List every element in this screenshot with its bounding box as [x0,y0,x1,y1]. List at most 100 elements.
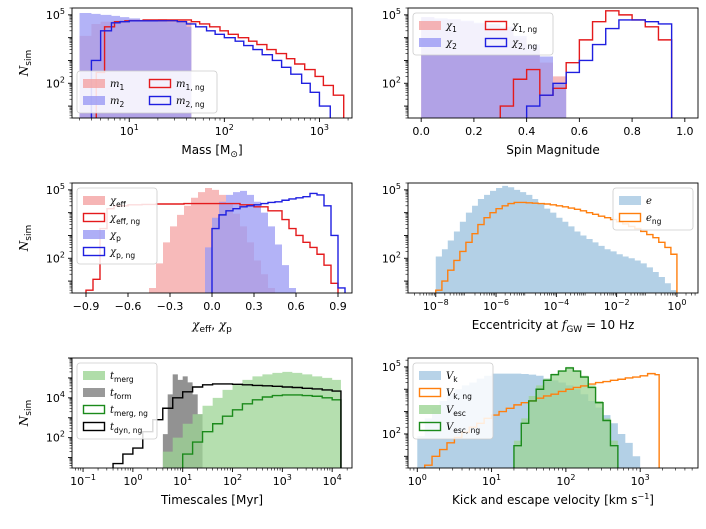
x-tick-label: 101 [482,473,501,488]
legend-swatch [83,230,105,239]
x-tick-label: 1.0 [676,125,694,138]
y-tick-label: 102 [382,426,401,441]
panel-spin: 0.0 0.2 0.4 0.6 0.8 1.0 102 105 Spin Magnitude χ1… [382,7,699,157]
legend-swatch [82,404,106,415]
legend-ecc: e eng [612,187,694,231]
y-tick-label: 105 [382,182,401,197]
x-tick-label: 0.3 [245,300,263,313]
legend-label: χp [109,230,121,243]
legend-label: tmerg, ng [110,405,148,418]
panel-chieff: −0.9 −0.6 −0.3 0.0 0.3 0.6 0.9 102 105 χeff, χp Ns… [17,182,353,335]
legend-label: Vk [446,371,458,384]
panel-kick: 100 101 102 103 102 105 Kick and escape veloci… [382,357,699,507]
x-axis-label: Eccentricity at fGW = 10 Hz [472,318,635,335]
legend-swatch [419,21,441,30]
series-step-chi1-ng [499,10,673,118]
legend-swatch [618,212,642,223]
x-tick-label: 103 [273,473,292,488]
x-tick-label: 10−2 [604,298,630,313]
x-tick-label: 102 [556,473,575,488]
legend-label: Vesc, ng [446,422,480,435]
legend-label: m1, ng [176,79,205,92]
y-axis-label: Nsim [17,225,34,252]
x-tick-label: 100 [408,473,427,488]
legend-swatch [82,421,106,432]
series-fill-t-merg [162,371,341,468]
axes-frame-mass [71,7,353,119]
legend-label: χ1, ng [511,21,537,34]
legend-mass: m1 m2 m1, ng m2, ng [76,70,218,114]
x-axis-label: χeff, χp [191,318,232,335]
legend-swatch [619,196,641,205]
legend-box [412,12,554,56]
legend-chieff: χeff χeff, ng χp χp, ng [76,187,158,265]
y-tick-label: 102 [46,250,65,265]
x-tick-label: 0.4 [518,125,536,138]
legend-label: tdyn, ng [110,422,143,435]
legend-swatch [484,20,508,31]
x-axis-label: Kick and escape velocity [km s−1] [452,492,654,507]
series-fill-V-esc [513,366,618,468]
legend-swatch [419,371,441,380]
x-tick-label: −0.6 [115,300,142,313]
series-step-t-merg-ng [182,394,342,468]
series-step-m2-ng [90,20,331,118]
legend-kick: Vk Vk, ng Vesc Vesc, ng [412,362,494,440]
x-tick-label: 0.0 [412,125,430,138]
y-axis-label: Nsim [17,50,34,77]
legend-box [76,70,218,114]
x-tick-label: 10−8 [423,298,449,313]
legend-label: m2 [110,96,124,109]
legend-label: e [646,196,652,207]
legend-swatch [83,388,105,397]
legend-swatch [419,38,441,47]
legend-swatch [418,387,442,398]
legend-swatch [418,421,442,432]
legend-box [76,187,158,265]
legend-swatch [148,78,172,89]
series-step-chi-p-ng [211,192,346,293]
y-tick-label: 104 [46,390,65,405]
x-tick-label: 0.9 [329,300,347,313]
y-tick-label: 102 [46,430,65,445]
legend-swatch [419,405,441,414]
panel-ecc: 10−8 10−6 10−4 10−2 100 102 105 Eccentricity at… [382,182,699,335]
legend-label: Vesc [446,405,466,418]
axes-frame-spin [407,7,699,119]
legend-box [412,362,494,440]
legend-swatch [83,96,105,105]
legend-label: χ1 [445,21,457,34]
legend-swatch [83,371,105,380]
legend-label: m1 [110,79,124,92]
series-fill-chi-p [205,190,296,293]
legend-swatch [83,196,105,205]
y-tick-label: 105 [46,7,65,22]
y-tick-label: 105 [46,182,65,197]
y-tick-label: 105 [382,7,401,22]
axes-frame-ecc [407,182,699,294]
legend-label: tform [110,388,132,401]
x-tick-label: −0.9 [73,300,100,313]
x-tick-label: 0.6 [287,300,305,313]
x-tick-label: 100 [123,473,142,488]
legend-box [76,362,158,440]
x-axis-label: Spin Magnitude [506,143,600,157]
x-tick-label: 101 [120,123,139,138]
y-tick-label: 102 [382,75,401,90]
x-axis-label: Mass [M⊙] [181,143,242,160]
x-tick-label: 102 [223,473,242,488]
x-tick-label: 0.8 [623,125,641,138]
series-step-chi2-ng [525,19,673,118]
legend-swatch [148,95,172,106]
legend-label: m2, ng [176,96,205,109]
x-tick-label: 103 [310,123,329,138]
legend-label: eng [646,213,662,226]
x-tick-label: 10−1 [70,473,96,488]
legend-label: tmerg [110,371,134,384]
legend-label: Vk, ng [446,388,472,401]
x-tick-label: 104 [323,473,342,488]
x-tick-label: 102 [215,123,234,138]
plot-area-kick [417,366,660,468]
x-tick-label: 0.6 [571,125,589,138]
